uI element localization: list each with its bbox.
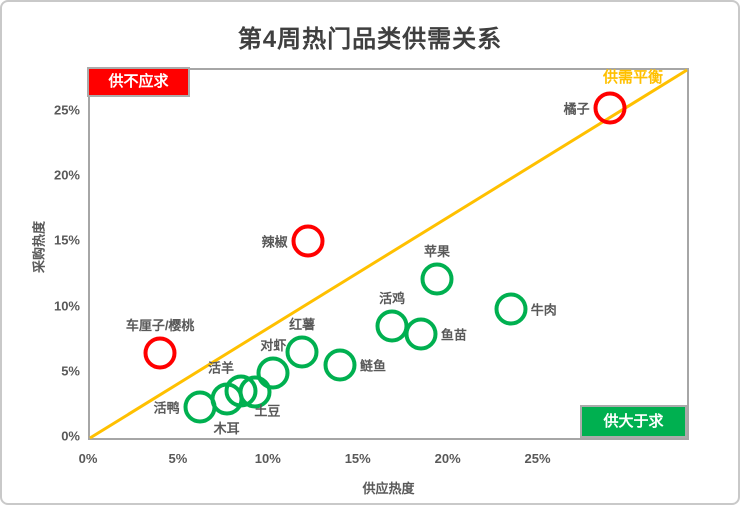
data-point xyxy=(323,348,357,382)
y-tick-label: 25% xyxy=(53,102,80,118)
data-point xyxy=(183,390,217,424)
data-point-label: 活鸡 xyxy=(379,290,406,306)
data-point-label: 木耳 xyxy=(213,420,240,436)
data-point xyxy=(420,262,454,296)
data-point-label: 橘子 xyxy=(563,101,590,117)
y-tick-label: 10% xyxy=(53,298,80,313)
data-point xyxy=(593,91,627,125)
y-tick-label: 15% xyxy=(53,232,80,248)
data-point xyxy=(404,317,438,351)
data-point-label: 苹果 xyxy=(424,243,451,259)
data-point xyxy=(375,309,409,343)
data-point-label: 土豆 xyxy=(254,403,281,419)
x-tick-label: 15% xyxy=(344,451,371,466)
region-label-balance: 供需平衡 xyxy=(603,69,664,86)
data-point xyxy=(494,292,528,326)
data-point-label: 对虾 xyxy=(260,337,287,353)
chart-title: 第4周热门品类供需关系 xyxy=(237,26,503,53)
data-point-label: 活鸭 xyxy=(153,400,180,416)
data-point-label: 活羊 xyxy=(208,360,235,376)
data-point xyxy=(256,356,290,390)
x-tick-label: 0% xyxy=(78,451,98,466)
x-tick-label: 25% xyxy=(524,451,551,466)
y-tick-label: 5% xyxy=(61,363,80,379)
data-point xyxy=(291,224,325,258)
data-point xyxy=(285,335,319,369)
region-label-surplus: 供大于求 xyxy=(580,405,687,438)
balance-line xyxy=(89,68,688,440)
data-point-label: 牛肉 xyxy=(530,302,557,318)
plot-area: 橘子辣椒车厘子/樱桃 苹果牛肉 活鸡鱼苗鲢鱼 红薯 对虾土豆 活羊木耳 活鸭 xyxy=(88,68,689,440)
data-point-label: 辣椒 xyxy=(261,234,288,250)
x-tick-label: 5% xyxy=(168,451,188,466)
x-tick-label: 10% xyxy=(254,451,281,466)
data-point-label: 鲢鱼 xyxy=(359,358,386,374)
data-point xyxy=(143,336,177,370)
data-point-label: 鱼苗 xyxy=(440,327,467,343)
x-axis-title: 供应热度 xyxy=(362,481,415,496)
balance-line-path xyxy=(89,68,688,440)
region-label-shortage: 供不应求 xyxy=(87,67,190,97)
y-tick-label: 20% xyxy=(53,167,80,183)
x-tick-label: 20% xyxy=(434,451,461,466)
y-tick-label: 0% xyxy=(61,428,80,444)
data-point-label: 红薯 xyxy=(289,316,316,332)
data-point-label: 车厘子/樱桃 xyxy=(125,318,195,334)
